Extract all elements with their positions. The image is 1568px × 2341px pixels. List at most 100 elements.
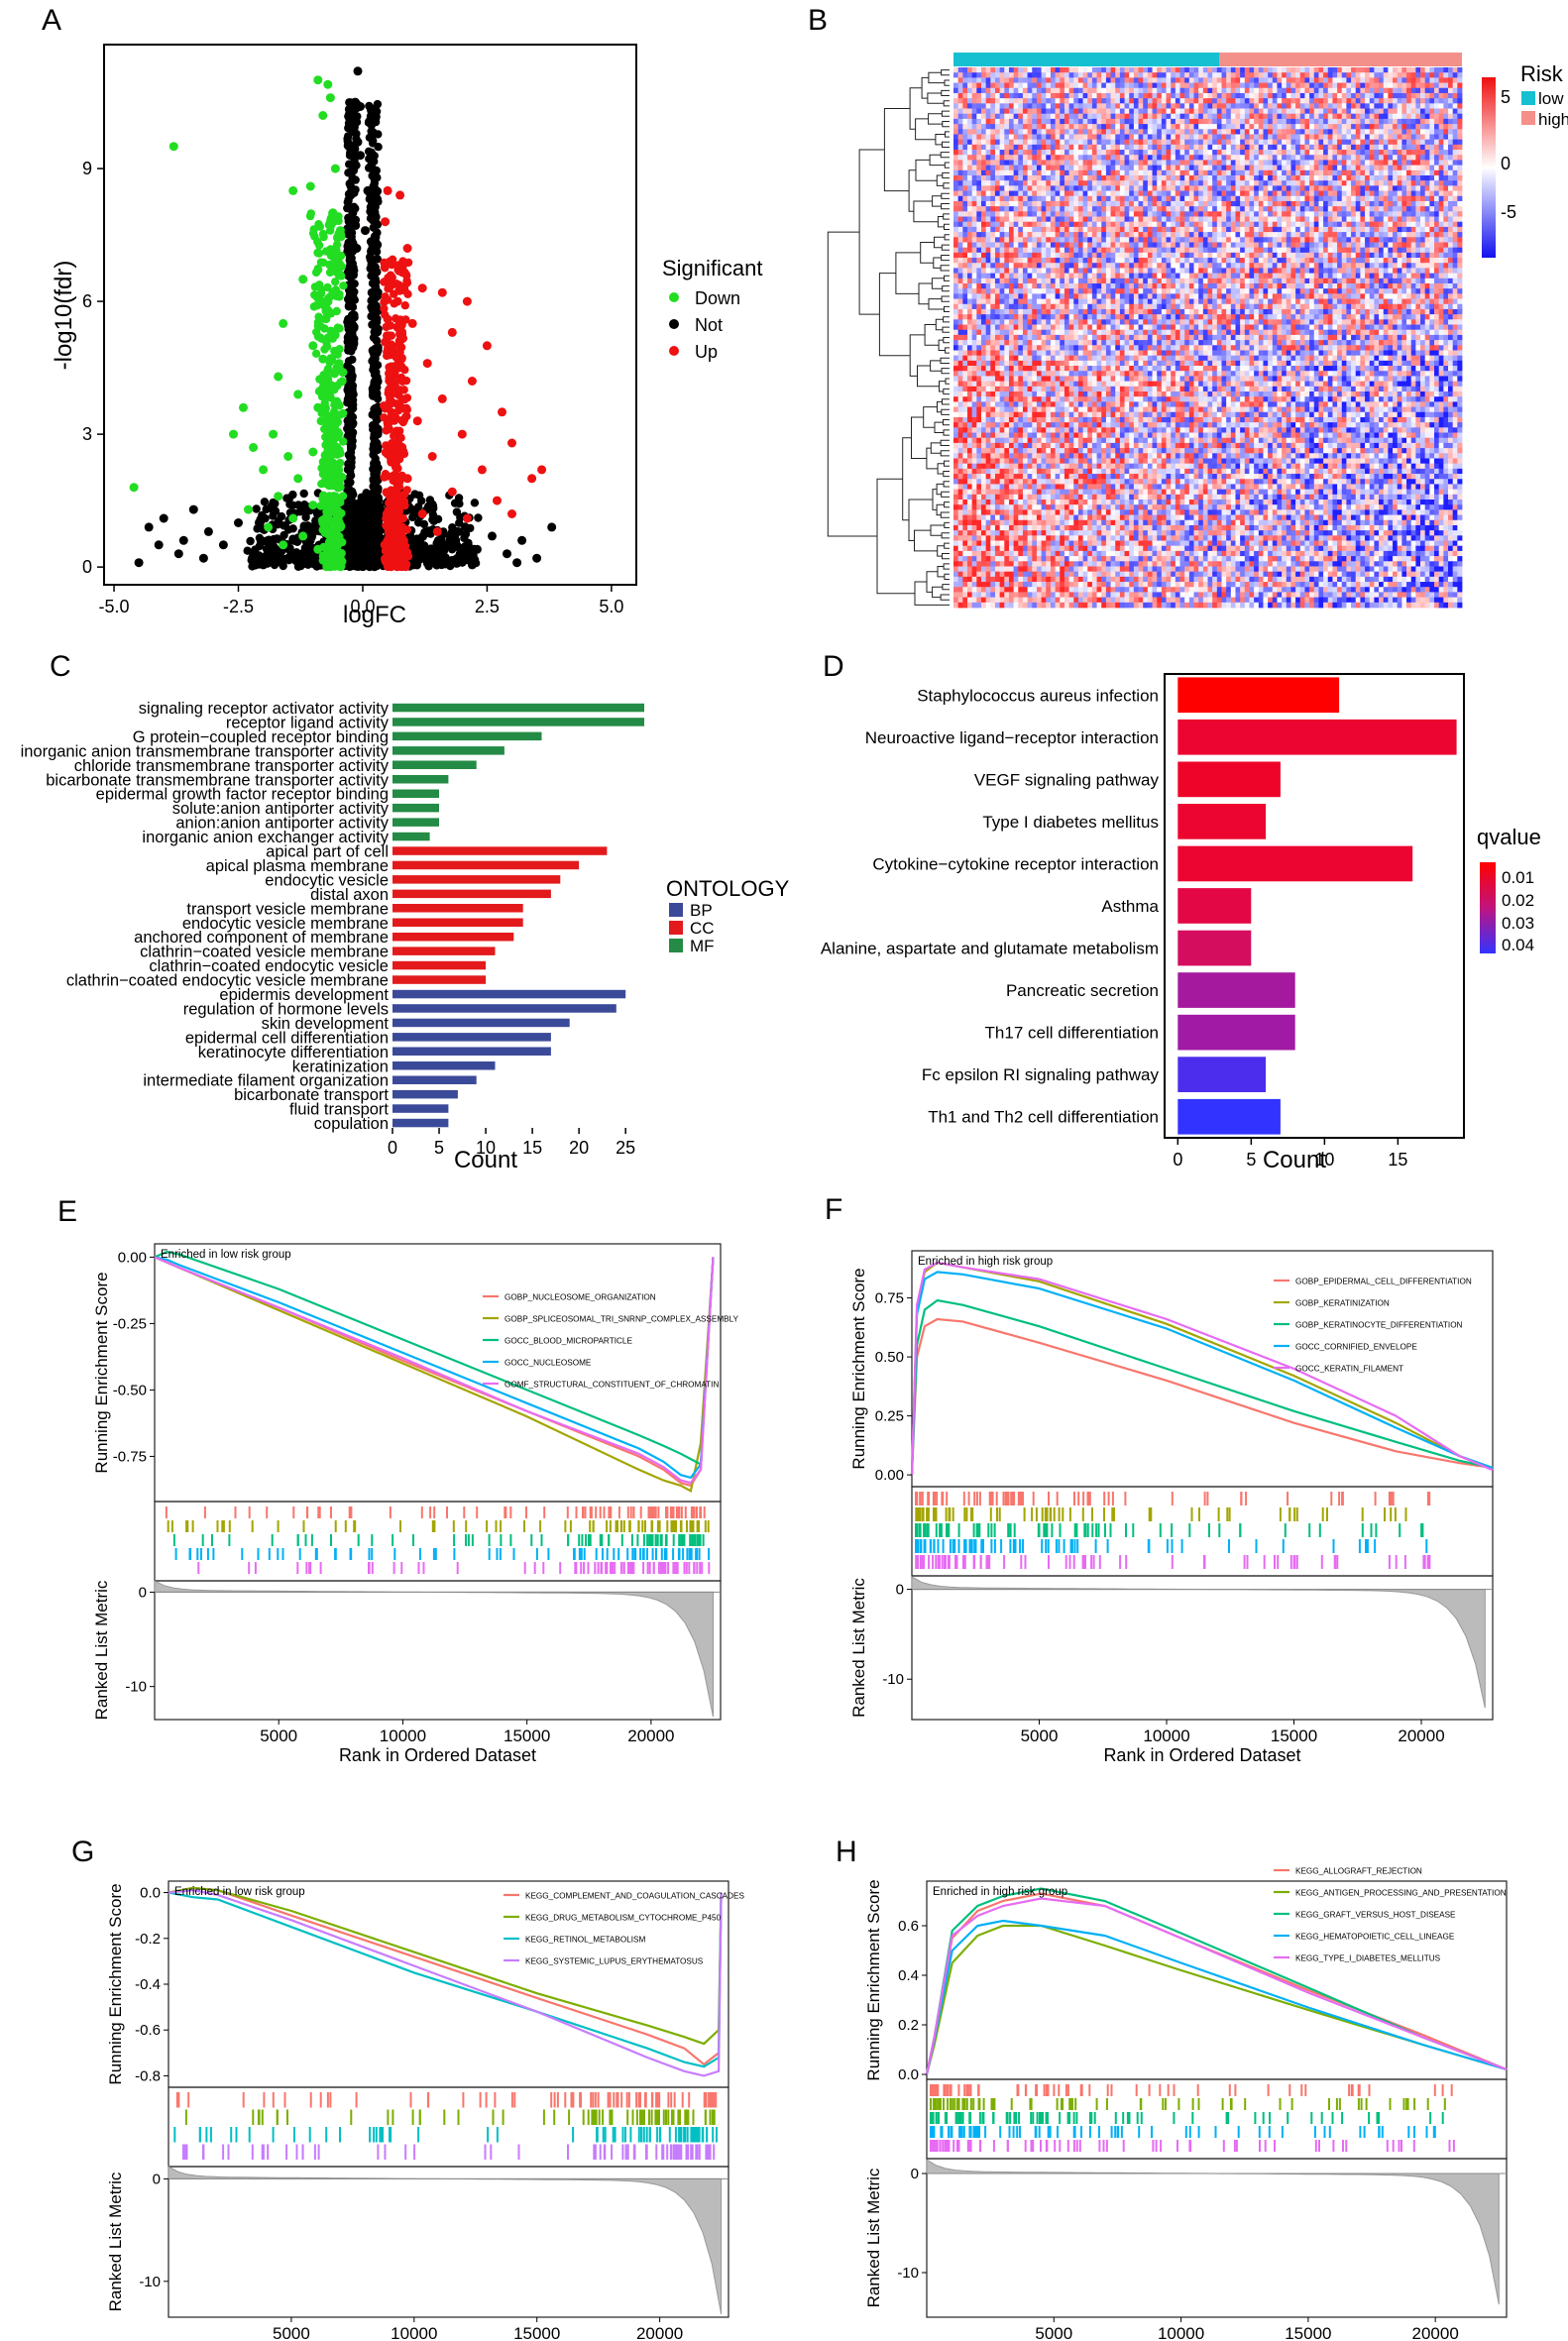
heatmap-cell [1313, 134, 1319, 141]
heatmap-cell [1415, 113, 1421, 120]
not-point [488, 531, 497, 541]
heatmap-cell [1258, 67, 1264, 73]
heatmap-cell [1157, 72, 1163, 78]
heatmap-cell [1351, 118, 1357, 125]
heatmap-cell [1027, 129, 1033, 135]
heatmap-cell [971, 72, 977, 78]
heatmap-cell [1212, 82, 1218, 89]
heatmap-cell [1105, 67, 1111, 73]
heatmap-cell [1286, 129, 1291, 135]
heatmap-cell [1091, 87, 1097, 94]
heatmap-cell [1304, 92, 1310, 99]
heatmap-cell [1397, 87, 1402, 94]
heatmap-cell [1290, 124, 1296, 130]
heatmap-cell [1379, 108, 1385, 115]
heatmap-cell [1133, 108, 1139, 115]
heatmap-cell [1110, 98, 1116, 104]
heatmap-cell [1277, 103, 1283, 109]
heatmap-cell [1277, 144, 1283, 151]
heatmap-cell [1230, 134, 1236, 141]
heatmap-cell [1124, 98, 1130, 104]
heatmap-cell [1452, 144, 1458, 151]
heatmap-cell [1277, 87, 1283, 94]
not-point [256, 536, 266, 546]
heatmap-cell [1152, 67, 1158, 73]
heatmap-cell [1101, 103, 1107, 109]
not-point [369, 388, 378, 396]
heatmap-cell [1313, 82, 1319, 89]
heatmap-cell [1290, 87, 1296, 94]
heatmap-cell [1277, 113, 1283, 120]
heatmap-cell [962, 144, 968, 151]
heatmap-cell [1018, 139, 1024, 146]
heatmap-cell [1388, 103, 1394, 109]
heatmap-cell [1327, 118, 1333, 125]
heatmap-cell [1216, 87, 1222, 94]
heatmap-cell [1226, 129, 1232, 135]
not-point [346, 471, 356, 480]
heatmap-cell [1258, 144, 1264, 151]
heatmap-cell [962, 150, 968, 156]
not-point [348, 395, 358, 404]
heatmap-cell [1175, 87, 1180, 94]
heatmap-cell [1346, 129, 1352, 135]
heatmap-cell [1258, 134, 1264, 141]
heatmap-cell [1138, 108, 1144, 115]
heatmap-cell [1360, 113, 1366, 120]
heatmap-cell [953, 108, 959, 115]
heatmap-cell [1013, 103, 1019, 109]
not-point [349, 164, 359, 173]
heatmap-cell [1161, 82, 1167, 89]
down-point [313, 293, 322, 302]
heatmap-cell [1304, 87, 1310, 94]
heatmap-cell [1397, 118, 1402, 125]
heatmap-cell [1216, 113, 1222, 120]
heatmap-cell [957, 150, 963, 156]
heatmap-cell [1124, 139, 1130, 146]
heatmap-cell [1410, 134, 1416, 141]
heatmap-cell [1346, 113, 1352, 120]
heatmap-cell [1282, 124, 1288, 130]
heatmap-cell [1202, 82, 1208, 89]
heatmap-cell [1166, 92, 1172, 99]
heatmap-cell [1374, 134, 1380, 141]
heatmap-cell [1046, 139, 1052, 146]
heatmap-cell [1286, 87, 1291, 94]
heatmap-cell [1184, 129, 1190, 135]
heatmap-cell [1096, 129, 1102, 135]
heatmap-cell [1355, 67, 1361, 73]
heatmap-cell [1198, 113, 1204, 120]
heatmap-cell [1060, 118, 1065, 125]
heatmap-cell [1060, 139, 1065, 146]
heatmap-cell [1313, 98, 1319, 104]
heatmap-cell [980, 92, 987, 99]
up-point [437, 393, 447, 403]
heatmap-cell [1041, 134, 1047, 141]
heatmap-cell [1022, 124, 1029, 130]
heatmap-cell [1420, 139, 1426, 146]
heatmap-cell [1365, 129, 1371, 135]
heatmap-cell [1369, 118, 1375, 125]
heatmap-cell [1166, 82, 1172, 89]
heatmap-cell [1263, 144, 1269, 151]
heatmap-cell [1166, 108, 1172, 115]
heatmap-cell [1254, 92, 1260, 99]
not-point [372, 442, 382, 452]
heatmap-cell [1429, 129, 1435, 135]
heatmap-cell [1286, 67, 1291, 73]
heatmap-cell [1077, 67, 1083, 73]
heatmap-cell [1157, 92, 1163, 99]
heatmap-cell [985, 124, 991, 130]
down-point [306, 209, 315, 218]
heatmap-cell [953, 92, 959, 99]
heatmap-cell [971, 82, 977, 89]
heatmap-cell [1091, 144, 1097, 151]
down-point [288, 185, 298, 195]
heatmap-cell [1282, 72, 1288, 78]
heatmap-cell [1318, 129, 1324, 135]
heatmap-cell [1244, 87, 1250, 94]
heatmap-cell [1290, 139, 1296, 146]
heatmap-cell [990, 77, 996, 83]
heatmap-cell [1341, 144, 1347, 151]
heatmap-cell [1448, 67, 1454, 73]
